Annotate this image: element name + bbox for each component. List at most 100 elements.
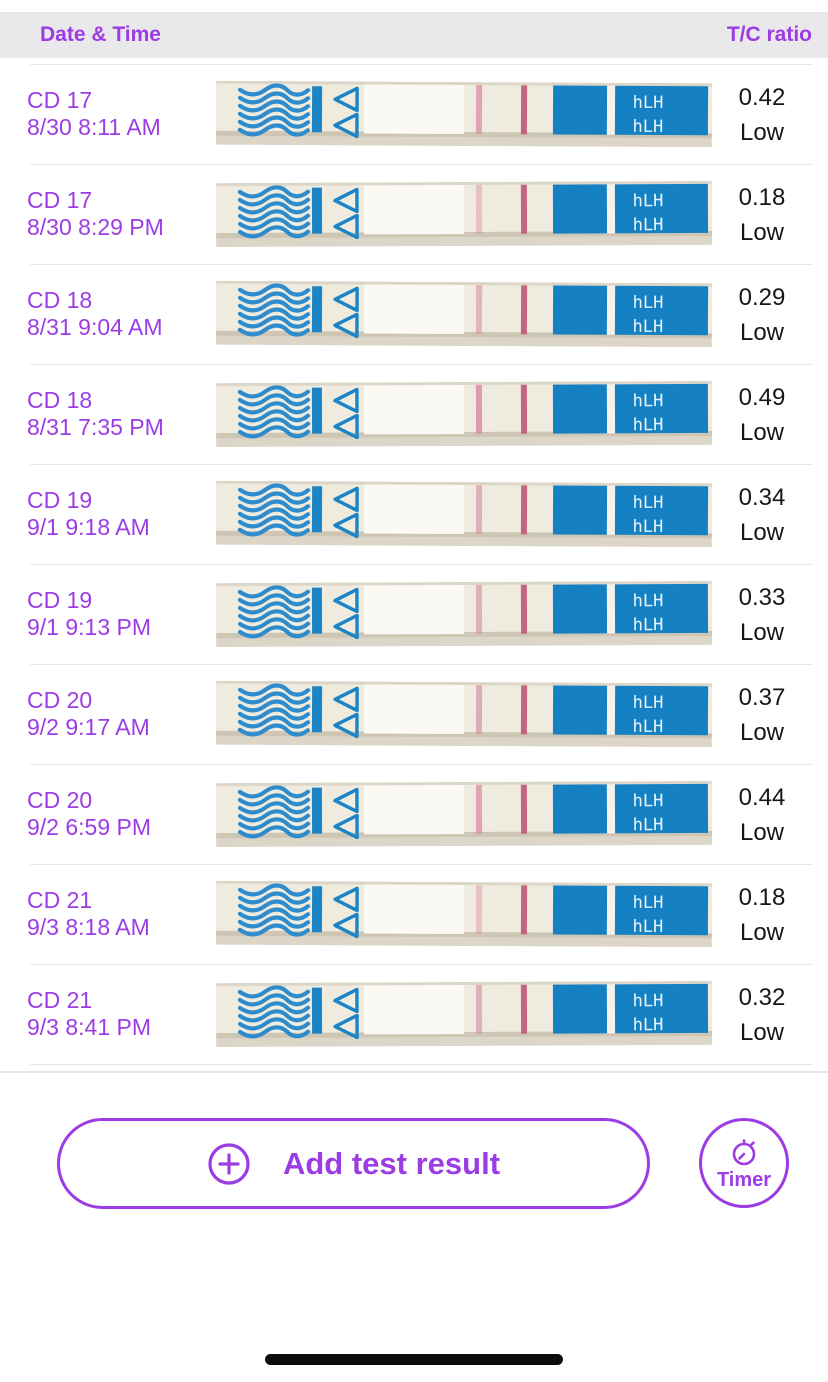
test-strip-image: hLH hLH xyxy=(215,680,713,748)
triangle-arrows-icon xyxy=(333,987,359,1040)
result-row[interactable]: CD 21 9/3 8:41 PM xyxy=(0,964,828,1064)
wave-pattern-icon xyxy=(237,683,311,737)
timer-button[interactable]: Timer xyxy=(699,1118,789,1208)
ratio-value: 0.34 xyxy=(738,484,786,511)
strip-blue-block xyxy=(552,85,608,135)
row-ratio: 0.29 Low xyxy=(700,280,824,350)
strip-label: hLH xyxy=(633,1015,664,1035)
test-line xyxy=(475,784,483,834)
wave-pattern-icon xyxy=(237,385,311,439)
test-strip-photo: hLH hLH xyxy=(215,380,713,448)
control-line xyxy=(520,784,528,834)
strip-window xyxy=(363,484,465,534)
results-list: CD 17 8/30 8:11 AM xyxy=(0,64,828,1064)
row-ratio: 0.44 Low xyxy=(700,780,824,850)
row-date: CD 19 9/1 9:13 PM xyxy=(27,587,151,641)
test-strip-image: hLH hLH xyxy=(215,980,713,1048)
result-row[interactable]: CD 18 8/31 9:04 AM xyxy=(0,264,828,364)
strip-blue-block-labeled xyxy=(614,783,709,834)
strip-shadow-edge xyxy=(215,330,712,339)
control-line xyxy=(520,685,528,735)
cycle-day-label: CD 20 xyxy=(27,787,93,813)
cycle-day-label: CD 20 xyxy=(27,687,93,713)
test-line xyxy=(475,485,483,535)
strip-window xyxy=(363,385,465,435)
strip-blue-block-labeled xyxy=(614,485,709,536)
ratio-level: Low xyxy=(739,219,785,246)
triangle-arrows-icon xyxy=(333,587,359,640)
triangle-arrows-icon xyxy=(333,686,359,739)
strip-blue-block-labeled xyxy=(614,885,709,936)
ratio-value: 0.44 xyxy=(738,784,786,811)
row-ratio: 0.32 Low xyxy=(700,980,824,1050)
ratio-level: Low xyxy=(739,719,785,746)
plus-circle-icon xyxy=(208,1142,250,1185)
result-row[interactable]: CD 17 8/30 8:29 PM xyxy=(0,164,828,264)
test-line xyxy=(475,885,483,935)
strip-bar xyxy=(311,187,323,234)
ratio-level: Low xyxy=(739,519,785,546)
cycle-day-label: CD 21 xyxy=(27,987,93,1013)
test-strip-image: hLH hLH xyxy=(215,880,713,948)
strip-bar xyxy=(311,86,323,133)
row-date: CD 20 9/2 6:59 PM xyxy=(27,787,151,841)
triangle-arrows-icon xyxy=(333,86,359,139)
ratio-value: 0.37 xyxy=(738,684,786,711)
ratio-value: 0.29 xyxy=(738,284,786,311)
row-date: CD 18 8/31 9:04 AM xyxy=(27,287,163,341)
strip-blue-block xyxy=(552,984,608,1034)
wave-pattern-icon xyxy=(237,883,311,937)
strip-label: hLH xyxy=(633,615,664,635)
triangle-arrows-icon xyxy=(333,886,359,939)
strip-label: hLH xyxy=(633,791,664,811)
result-row[interactable]: CD 20 9/2 9:17 AM xyxy=(0,664,828,764)
result-row[interactable]: CD 19 9/1 9:18 AM xyxy=(0,464,828,564)
result-row[interactable]: CD 20 9/2 6:59 PM xyxy=(0,764,828,864)
result-row[interactable]: CD 19 9/1 9:13 PM xyxy=(0,564,828,664)
add-test-result-button[interactable]: Add test result xyxy=(57,1118,650,1209)
ratio-level: Low xyxy=(739,619,785,646)
test-strip-photo: hLH hLH xyxy=(215,180,713,248)
strip-gap xyxy=(606,984,616,1034)
home-indicator[interactable] xyxy=(265,1354,563,1365)
strip-bar xyxy=(311,886,323,933)
cycle-day-label: CD 17 xyxy=(27,187,93,213)
result-row[interactable]: CD 18 8/31 7:35 PM xyxy=(0,364,828,464)
test-strip-photo: hLH hLH xyxy=(215,580,713,648)
strip-shadow-edge xyxy=(215,730,712,739)
result-row[interactable]: CD 17 8/30 8:11 AM xyxy=(0,64,828,164)
ratio-level: Low xyxy=(739,319,785,346)
strip-blue-block xyxy=(552,784,608,834)
cycle-day-label: CD 19 xyxy=(27,587,93,613)
control-line xyxy=(520,384,528,434)
strip-blue-block xyxy=(552,285,608,335)
cycle-day-label: CD 19 xyxy=(27,487,93,513)
triangle-arrows-icon xyxy=(333,286,359,339)
test-strip-photo: hLH hLH xyxy=(215,780,713,848)
strip-label: hLH xyxy=(633,893,664,913)
strip-bar xyxy=(311,787,323,834)
result-row[interactable]: CD 21 9/3 8:18 AM xyxy=(0,864,828,964)
strip-label: hLH xyxy=(633,415,664,435)
strip-shadow-edge xyxy=(215,130,712,139)
test-strip-photo: hLH hLH xyxy=(215,980,713,1048)
column-header-date: Date & Time xyxy=(40,23,161,46)
row-date: CD 17 8/30 8:29 PM xyxy=(27,187,164,241)
strip-window xyxy=(363,84,465,134)
strip-blue-block-labeled xyxy=(614,183,709,234)
datetime-label: 8/30 8:11 AM xyxy=(27,114,161,140)
strip-blue-block xyxy=(552,584,608,634)
test-strip-photo: hLH hLH xyxy=(215,680,713,748)
strip-gap xyxy=(606,784,616,834)
wave-pattern-icon xyxy=(237,785,311,839)
test-strip-photo: hLH hLH xyxy=(215,880,713,948)
strip-shadow-edge xyxy=(215,530,712,539)
test-strip-photo: hLH hLH xyxy=(215,280,713,348)
strip-gap xyxy=(606,184,616,234)
wave-pattern-icon xyxy=(237,83,311,137)
ratio-value: 0.32 xyxy=(738,984,786,1011)
strip-blue-block-labeled xyxy=(614,85,709,136)
cycle-day-label: CD 18 xyxy=(27,387,93,413)
row-date: CD 20 9/2 9:17 AM xyxy=(27,687,150,741)
